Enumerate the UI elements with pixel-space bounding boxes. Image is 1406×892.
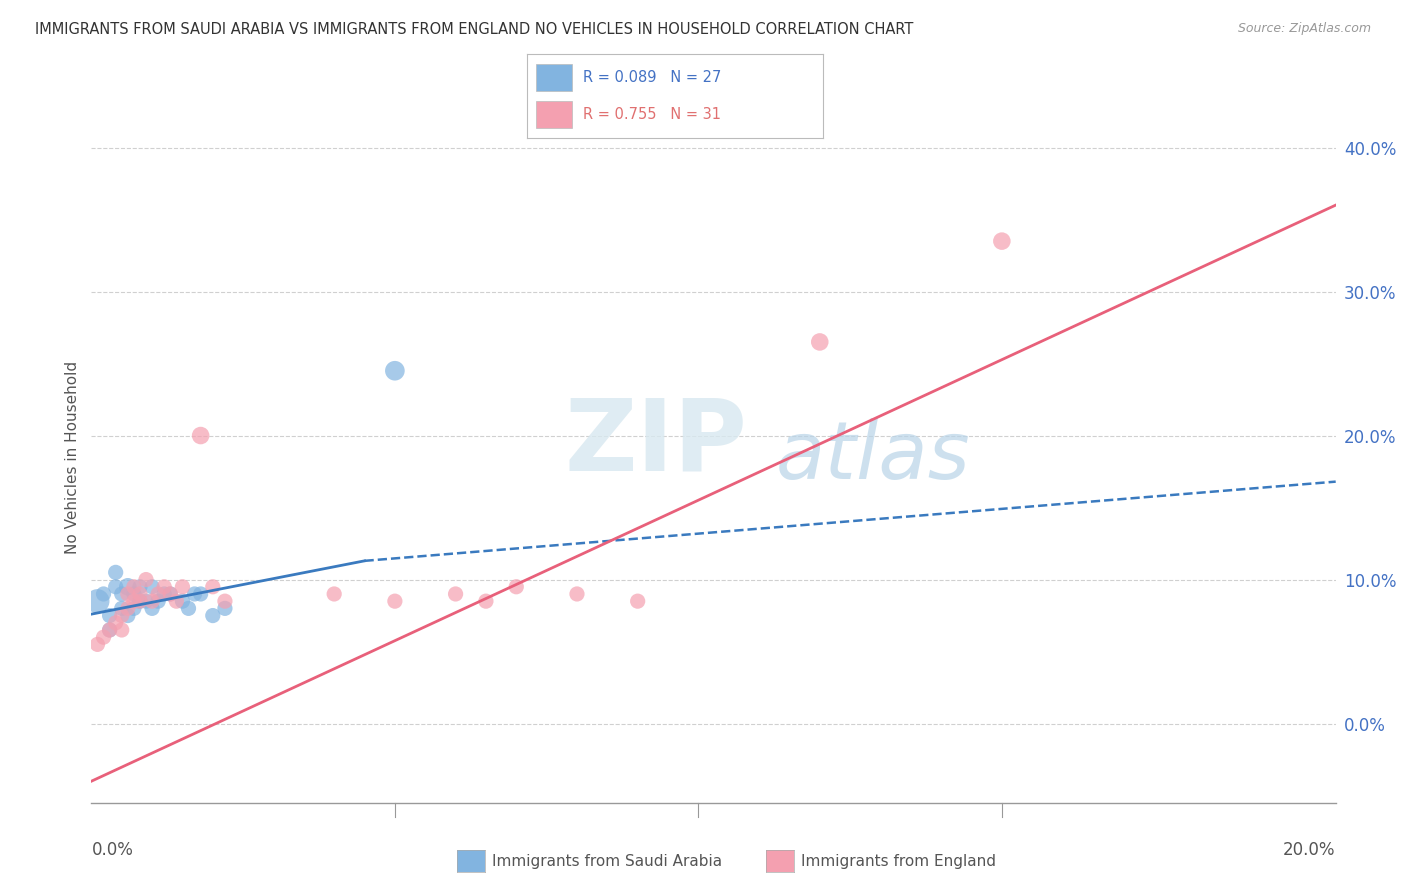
Point — [153, 587, 176, 601]
Text: 0.0%: 0.0% — [91, 841, 134, 859]
Text: 20.0%: 20.0% — [1284, 841, 1336, 859]
Point — [153, 580, 176, 594]
Point — [129, 594, 152, 608]
Point — [129, 587, 152, 601]
Point — [104, 580, 127, 594]
Text: ZIP: ZIP — [564, 395, 747, 491]
Text: atlas: atlas — [776, 418, 970, 496]
FancyBboxPatch shape — [536, 101, 571, 128]
Point — [214, 601, 236, 615]
Point — [214, 594, 236, 608]
Text: IMMIGRANTS FROM SAUDI ARABIA VS IMMIGRANTS FROM ENGLAND NO VEHICLES IN HOUSEHOLD: IMMIGRANTS FROM SAUDI ARABIA VS IMMIGRAN… — [35, 22, 914, 37]
Point — [98, 623, 121, 637]
Point — [117, 580, 139, 594]
Text: R = 0.089   N = 27: R = 0.089 N = 27 — [583, 70, 721, 85]
Point — [122, 594, 145, 608]
Text: Source: ZipAtlas.com: Source: ZipAtlas.com — [1237, 22, 1371, 36]
Point — [129, 594, 152, 608]
Point — [172, 594, 194, 608]
Point — [111, 587, 134, 601]
Text: R = 0.755   N = 31: R = 0.755 N = 31 — [583, 107, 721, 122]
Point — [117, 601, 139, 615]
Point — [627, 594, 650, 608]
Point — [146, 587, 169, 601]
Point — [122, 580, 145, 594]
Point — [565, 587, 588, 601]
Point — [159, 587, 181, 601]
Point — [808, 334, 831, 349]
Point — [991, 234, 1014, 248]
Point — [111, 601, 134, 615]
Point — [165, 594, 187, 608]
Point — [190, 587, 212, 601]
Point — [172, 580, 194, 594]
Point — [129, 580, 152, 594]
Point — [444, 587, 467, 601]
Point — [122, 587, 145, 601]
Point — [505, 580, 527, 594]
Point — [141, 594, 163, 608]
Point — [111, 623, 134, 637]
Point — [86, 594, 108, 608]
Point — [177, 601, 200, 615]
Point — [98, 608, 121, 623]
Point — [141, 580, 163, 594]
Point — [201, 580, 224, 594]
Point — [183, 587, 205, 601]
FancyBboxPatch shape — [536, 63, 571, 91]
Point — [475, 594, 498, 608]
Point — [135, 594, 157, 608]
Point — [190, 428, 212, 442]
Point — [122, 601, 145, 615]
Point — [384, 594, 406, 608]
Point — [104, 566, 127, 580]
Point — [86, 637, 108, 651]
Text: Immigrants from England: Immigrants from England — [801, 855, 997, 869]
Point — [111, 608, 134, 623]
Point — [104, 615, 127, 630]
Text: Immigrants from Saudi Arabia: Immigrants from Saudi Arabia — [492, 855, 723, 869]
Point — [98, 623, 121, 637]
Point — [135, 573, 157, 587]
Point — [146, 594, 169, 608]
Point — [323, 587, 346, 601]
Point — [201, 608, 224, 623]
Point — [93, 630, 115, 644]
Point — [384, 364, 406, 378]
Point — [117, 608, 139, 623]
Point — [159, 587, 181, 601]
Y-axis label: No Vehicles in Household: No Vehicles in Household — [65, 360, 80, 554]
Point — [93, 587, 115, 601]
Point — [141, 601, 163, 615]
Point — [117, 587, 139, 601]
